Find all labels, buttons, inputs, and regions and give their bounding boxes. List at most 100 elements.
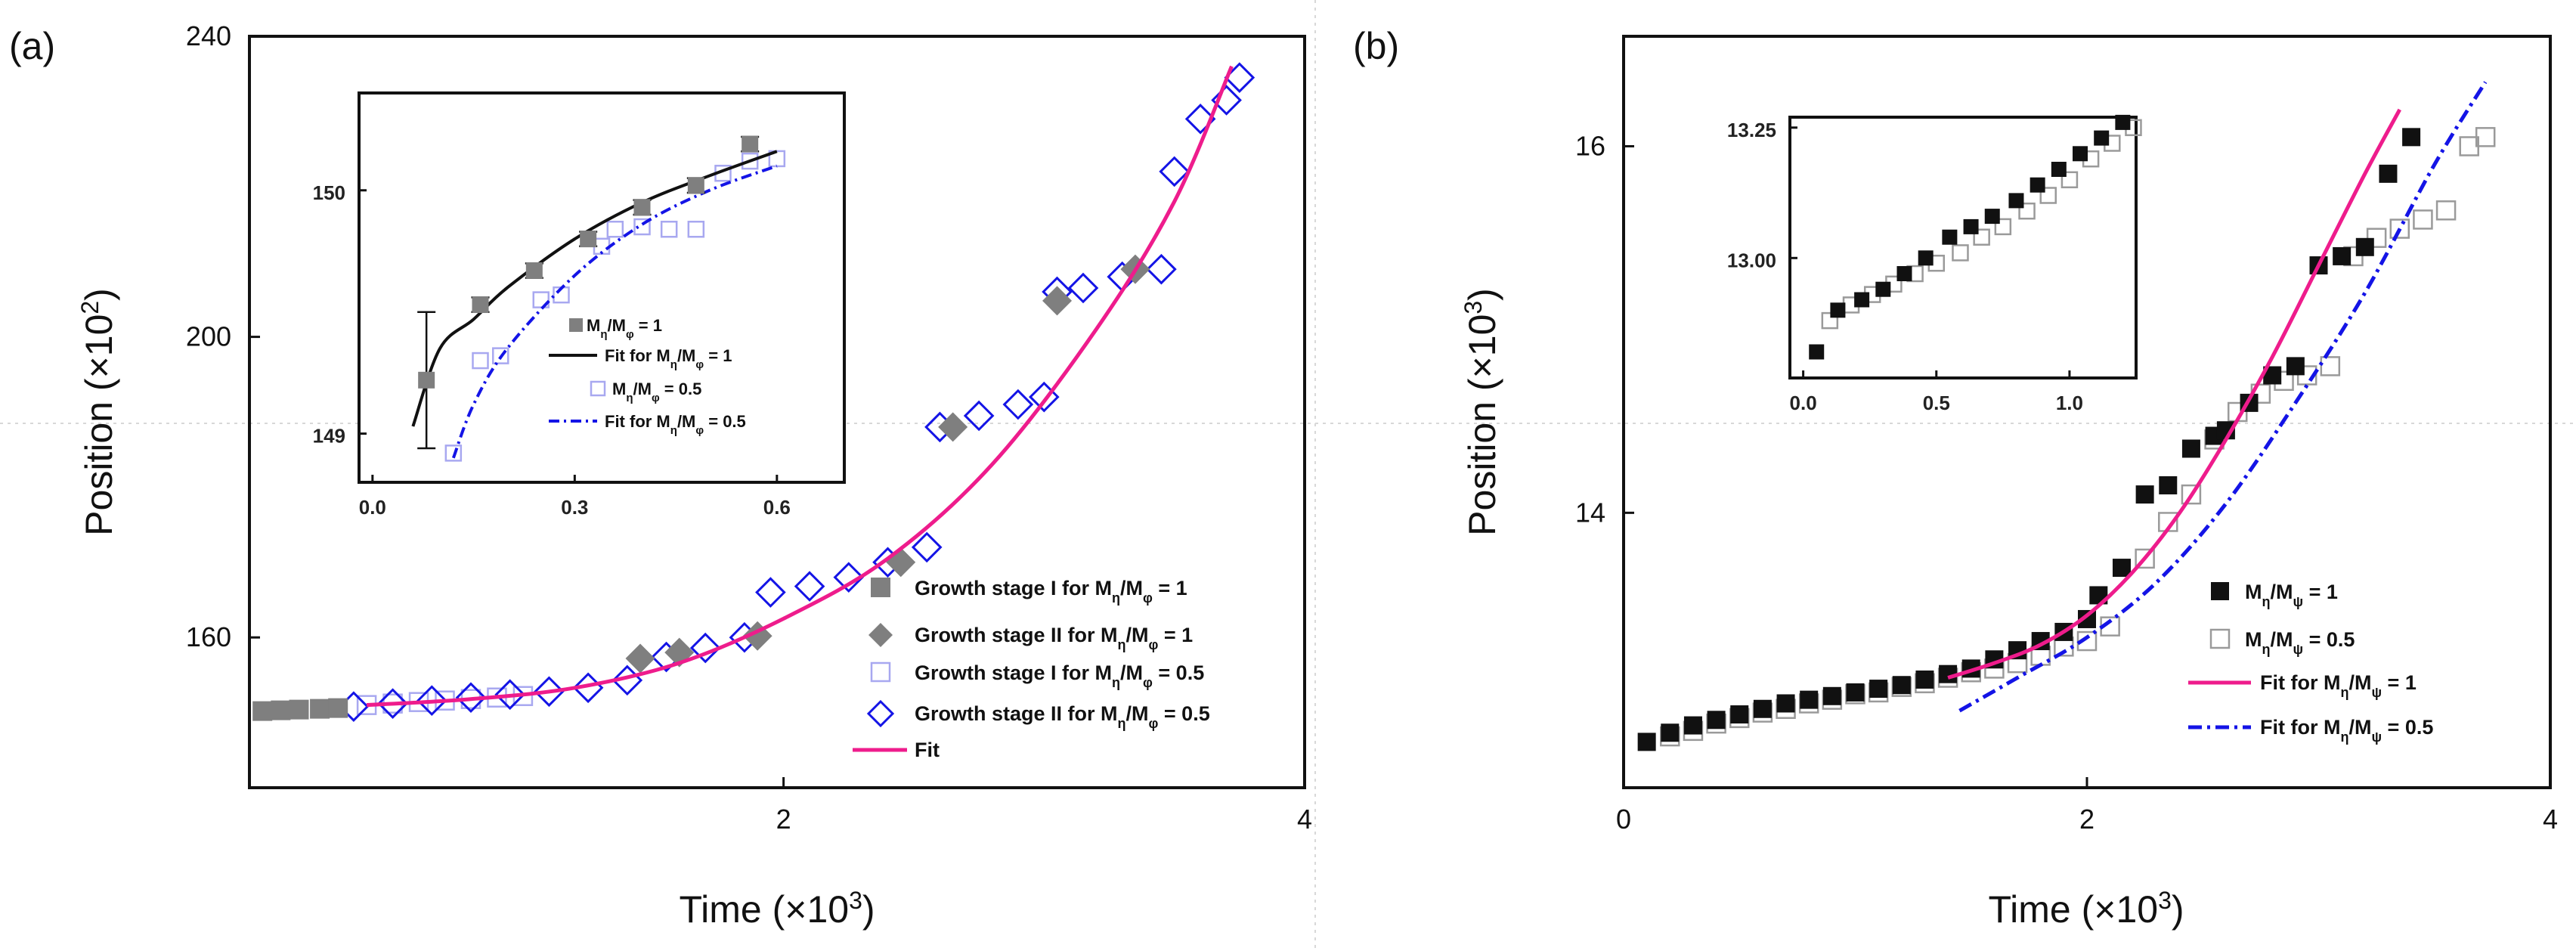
a-stageII-05-marker-26 [1184,104,1216,135]
a-stageII-05-marker-2 [377,688,408,719]
a-stageI-1-marker-5 [328,698,348,718]
b-xtick-label-1: 0 [1616,804,1631,835]
b-inset-05-marker-10 [2018,202,2036,220]
a-inset-xtick-label-2: 0.3 [561,496,588,519]
b-1-marker-12 [1892,676,1911,695]
a-stageII-05-marker-18 [963,400,995,432]
legend-b-text-3: Fit for Mη/Mψ = 1 [2260,671,2417,700]
panel-a-frame [248,35,1306,789]
a-inset-1-marker-4 [580,231,597,248]
panel-a-ticks: 2 4 160 200 240 [186,20,1312,835]
a-inset-1-marker-6 [687,177,704,194]
b-xtick-label-3: 4 [2543,804,2558,835]
b-inset-05-marker-8 [1973,228,1990,246]
b-inset-xtick-label-3: 1.0 [2056,392,2083,414]
panel-a-inset-plot [411,135,786,462]
b-1-marker-3 [1683,716,1702,735]
b-inset-1-marker-8 [1963,218,1979,234]
b-05-marker-31 [2366,228,2387,248]
legend-b-row-1: Mη/Mψ = 1 [2211,581,2338,609]
b-ytick-label-1: 14 [1575,497,1605,528]
a-stageII-05-marker-5 [494,679,526,711]
a-stageII-05-marker-22 [1067,272,1099,304]
b-05-marker-32 [2389,218,2410,239]
b-1-marker-5 [1730,705,1749,724]
inset-legend-row-1: Mη/Mφ = 1 [569,316,662,341]
b-1-marker-10 [1846,683,1865,702]
a-inset-xtick-label-3: 0.6 [763,496,791,519]
inset-legend-text-2: Fit for Mη/Mφ = 1 [605,346,732,371]
b-inset-05-marker-12 [2060,171,2079,189]
b-1-marker-23 [2135,485,2154,504]
panel-b-xlabel: Time (×103) [1988,887,2184,931]
a-stageII-1-marker-1 [625,643,655,674]
a-inset-xtick-label-1: 0.0 [359,496,386,519]
b-1-marker-11 [1869,680,1888,699]
a-inset-05-marker-1 [444,445,463,462]
legend-row-5: Fit [853,739,940,761]
b-inset-1-marker-13 [2073,146,2088,162]
a-inset-1-marker-2 [472,296,489,314]
b-inset-ytick-label-2: 13.25 [1727,119,1776,141]
panel-a-legend: Growth stage I for Mη/Mφ = 1 Growth stag… [853,577,1210,761]
inset-legend-filled-square [569,318,583,332]
panel-a-inset-frame [358,91,846,484]
legend-b-text-1: Mη/Mψ = 1 [2245,581,2338,609]
panel-a-label: (a) [9,25,55,67]
b-inset-xtick-label-2: 0.5 [1923,392,1950,414]
b-1-marker-9 [1822,686,1841,705]
inset-legend-text-1: Mη/Mφ = 1 [587,316,662,341]
legend-text-4: Growth stage II for Mη/Mφ = 0.5 [915,702,1210,731]
b-inset-ytick-label-1: 13.00 [1727,249,1776,271]
b-05-marker-29 [2320,356,2341,376]
b-inset-1-marker-3 [1854,292,1870,308]
b-fit-1-line [1947,108,2401,680]
legend-b-filled-square [2211,582,2229,600]
a-ytick-label-2: 200 [186,321,231,352]
legend-open-square [870,661,891,683]
panel-b-inset-ticks: 0.0 0.5 1.0 13.00 13.25 [1727,119,2083,414]
b-05-marker-34 [2435,200,2457,221]
a-fit-line [366,65,1234,708]
a-stageII-05-marker-16 [911,531,943,563]
panel-a-ylabel: Position (×102) [76,288,120,536]
legend-text-3: Growth stage I for Mη/Mφ = 0.5 [915,661,1204,690]
a-stageI-1-marker-3 [289,699,309,720]
panel-b-ticks: 0 2 4 14 16 [1575,130,2558,835]
a-inset-05-marker-10 [687,221,705,238]
panel-b-ylabel: Position (×103) [1460,288,1503,536]
a-inset-1-marker-3 [525,262,543,279]
b-inset-xtick-label-1: 0.0 [1790,392,1817,414]
a-ytick-label-3: 240 [186,20,231,51]
a-stageII-05-marker-19 [1002,389,1034,420]
legend-b-text-2: Mη/Mψ = 0.5 [2245,628,2355,657]
inset-legend-open-square [590,380,606,397]
legend-b-row-4: Fit for Mη/Mψ = 0.5 [2188,716,2433,745]
b-1-marker-6 [1753,699,1772,718]
legend-b-text-4: Fit for Mη/Mψ = 0.5 [2260,716,2433,745]
inset-legend-row-2: Fit for Mη/Mφ = 1 [549,346,732,371]
b-05-marker-36 [2475,127,2496,147]
a-inset-fit-05 [451,164,778,459]
panel-b-legend: Mη/Mψ = 1 Mη/Mψ = 0.5 Fit for Mη/Mψ = 1 … [2188,581,2433,745]
b-inset-05-marker-9 [1994,218,2012,236]
a-inset-1-marker-1 [418,371,435,389]
b-inset-05-marker-11 [2039,187,2057,204]
b-ytick-label-2: 16 [1575,130,1605,161]
b-inset-1-marker-14 [2094,130,2110,146]
legend-b-row-3: Fit for Mη/Mψ = 1 [2188,671,2417,700]
b-1-marker-7 [1776,694,1795,713]
a-stageII-05-marker-14 [833,562,865,593]
panel-a-plot [252,62,1255,722]
panel-b-inset: 0.0 0.5 1.0 13.00 13.25 [1727,114,2142,414]
b-1-marker-22 [2112,559,2131,578]
b-inset-1-marker-9 [1984,209,2000,225]
panel-a-inset: 0.0 0.3 0.6 149 150 Mη/Mφ = 1 Fit for Mη/Mφ … [313,91,846,519]
a-xtick-label-2: 4 [1297,804,1312,835]
a-stageII-1-marker-5 [938,412,968,442]
b-inset-05-marker-7 [1952,244,1969,262]
legend-b-open-square [2209,628,2231,649]
a-ytick-label-1: 160 [186,621,231,652]
inset-legend-text-3: Mη/Mφ = 0.5 [612,379,701,404]
